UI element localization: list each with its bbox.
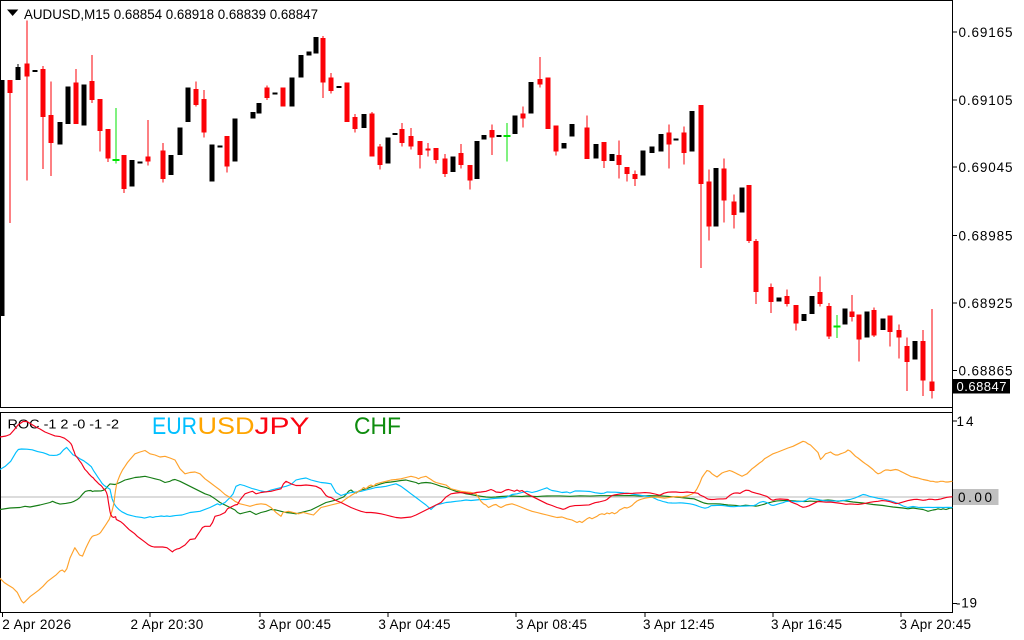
svg-text:ROC -1 2 -0 -1 -2: ROC -1 2 -0 -1 -2 [8,418,120,432]
svg-text:0.00: 0.00 [958,490,992,505]
svg-text:0.69105: 0.69105 [959,93,1013,108]
svg-text:14: 14 [957,414,974,429]
svg-text:EUR: EUR [152,413,197,440]
svg-text:0.68985: 0.68985 [959,228,1013,243]
svg-text:0.69165: 0.69165 [959,25,1013,40]
svg-text:0.68925: 0.68925 [959,296,1013,311]
svg-text:0.68847: 0.68847 [957,379,1007,394]
svg-text:2 Apr 20:30: 2 Apr 20:30 [131,617,204,632]
svg-text:JPY: JPY [255,413,310,440]
svg-text:0.68865: 0.68865 [959,363,1013,378]
svg-text:3 Apr 20:45: 3 Apr 20:45 [900,617,972,632]
svg-text:3 Apr 16:45: 3 Apr 16:45 [771,617,842,632]
svg-text:0.69045: 0.69045 [959,160,1013,175]
svg-text:3 Apr 08:45: 3 Apr 08:45 [516,617,587,632]
svg-text:2 Apr 2026: 2 Apr 2026 [2,617,71,632]
svg-text:CHF: CHF [354,413,401,440]
svg-text:3 Apr 00:45: 3 Apr 00:45 [258,617,331,632]
svg-text:AUDUSD,M15 0.68854 0.68918 0.: AUDUSD,M15 0.68854 0.68918 0.68839 0.688… [24,7,318,22]
svg-text:3 Apr 12:45: 3 Apr 12:45 [643,617,715,632]
svg-text:-19: -19 [956,596,977,611]
svg-text:USD: USD [198,413,255,440]
svg-text:3 Apr 04:45: 3 Apr 04:45 [378,617,450,632]
